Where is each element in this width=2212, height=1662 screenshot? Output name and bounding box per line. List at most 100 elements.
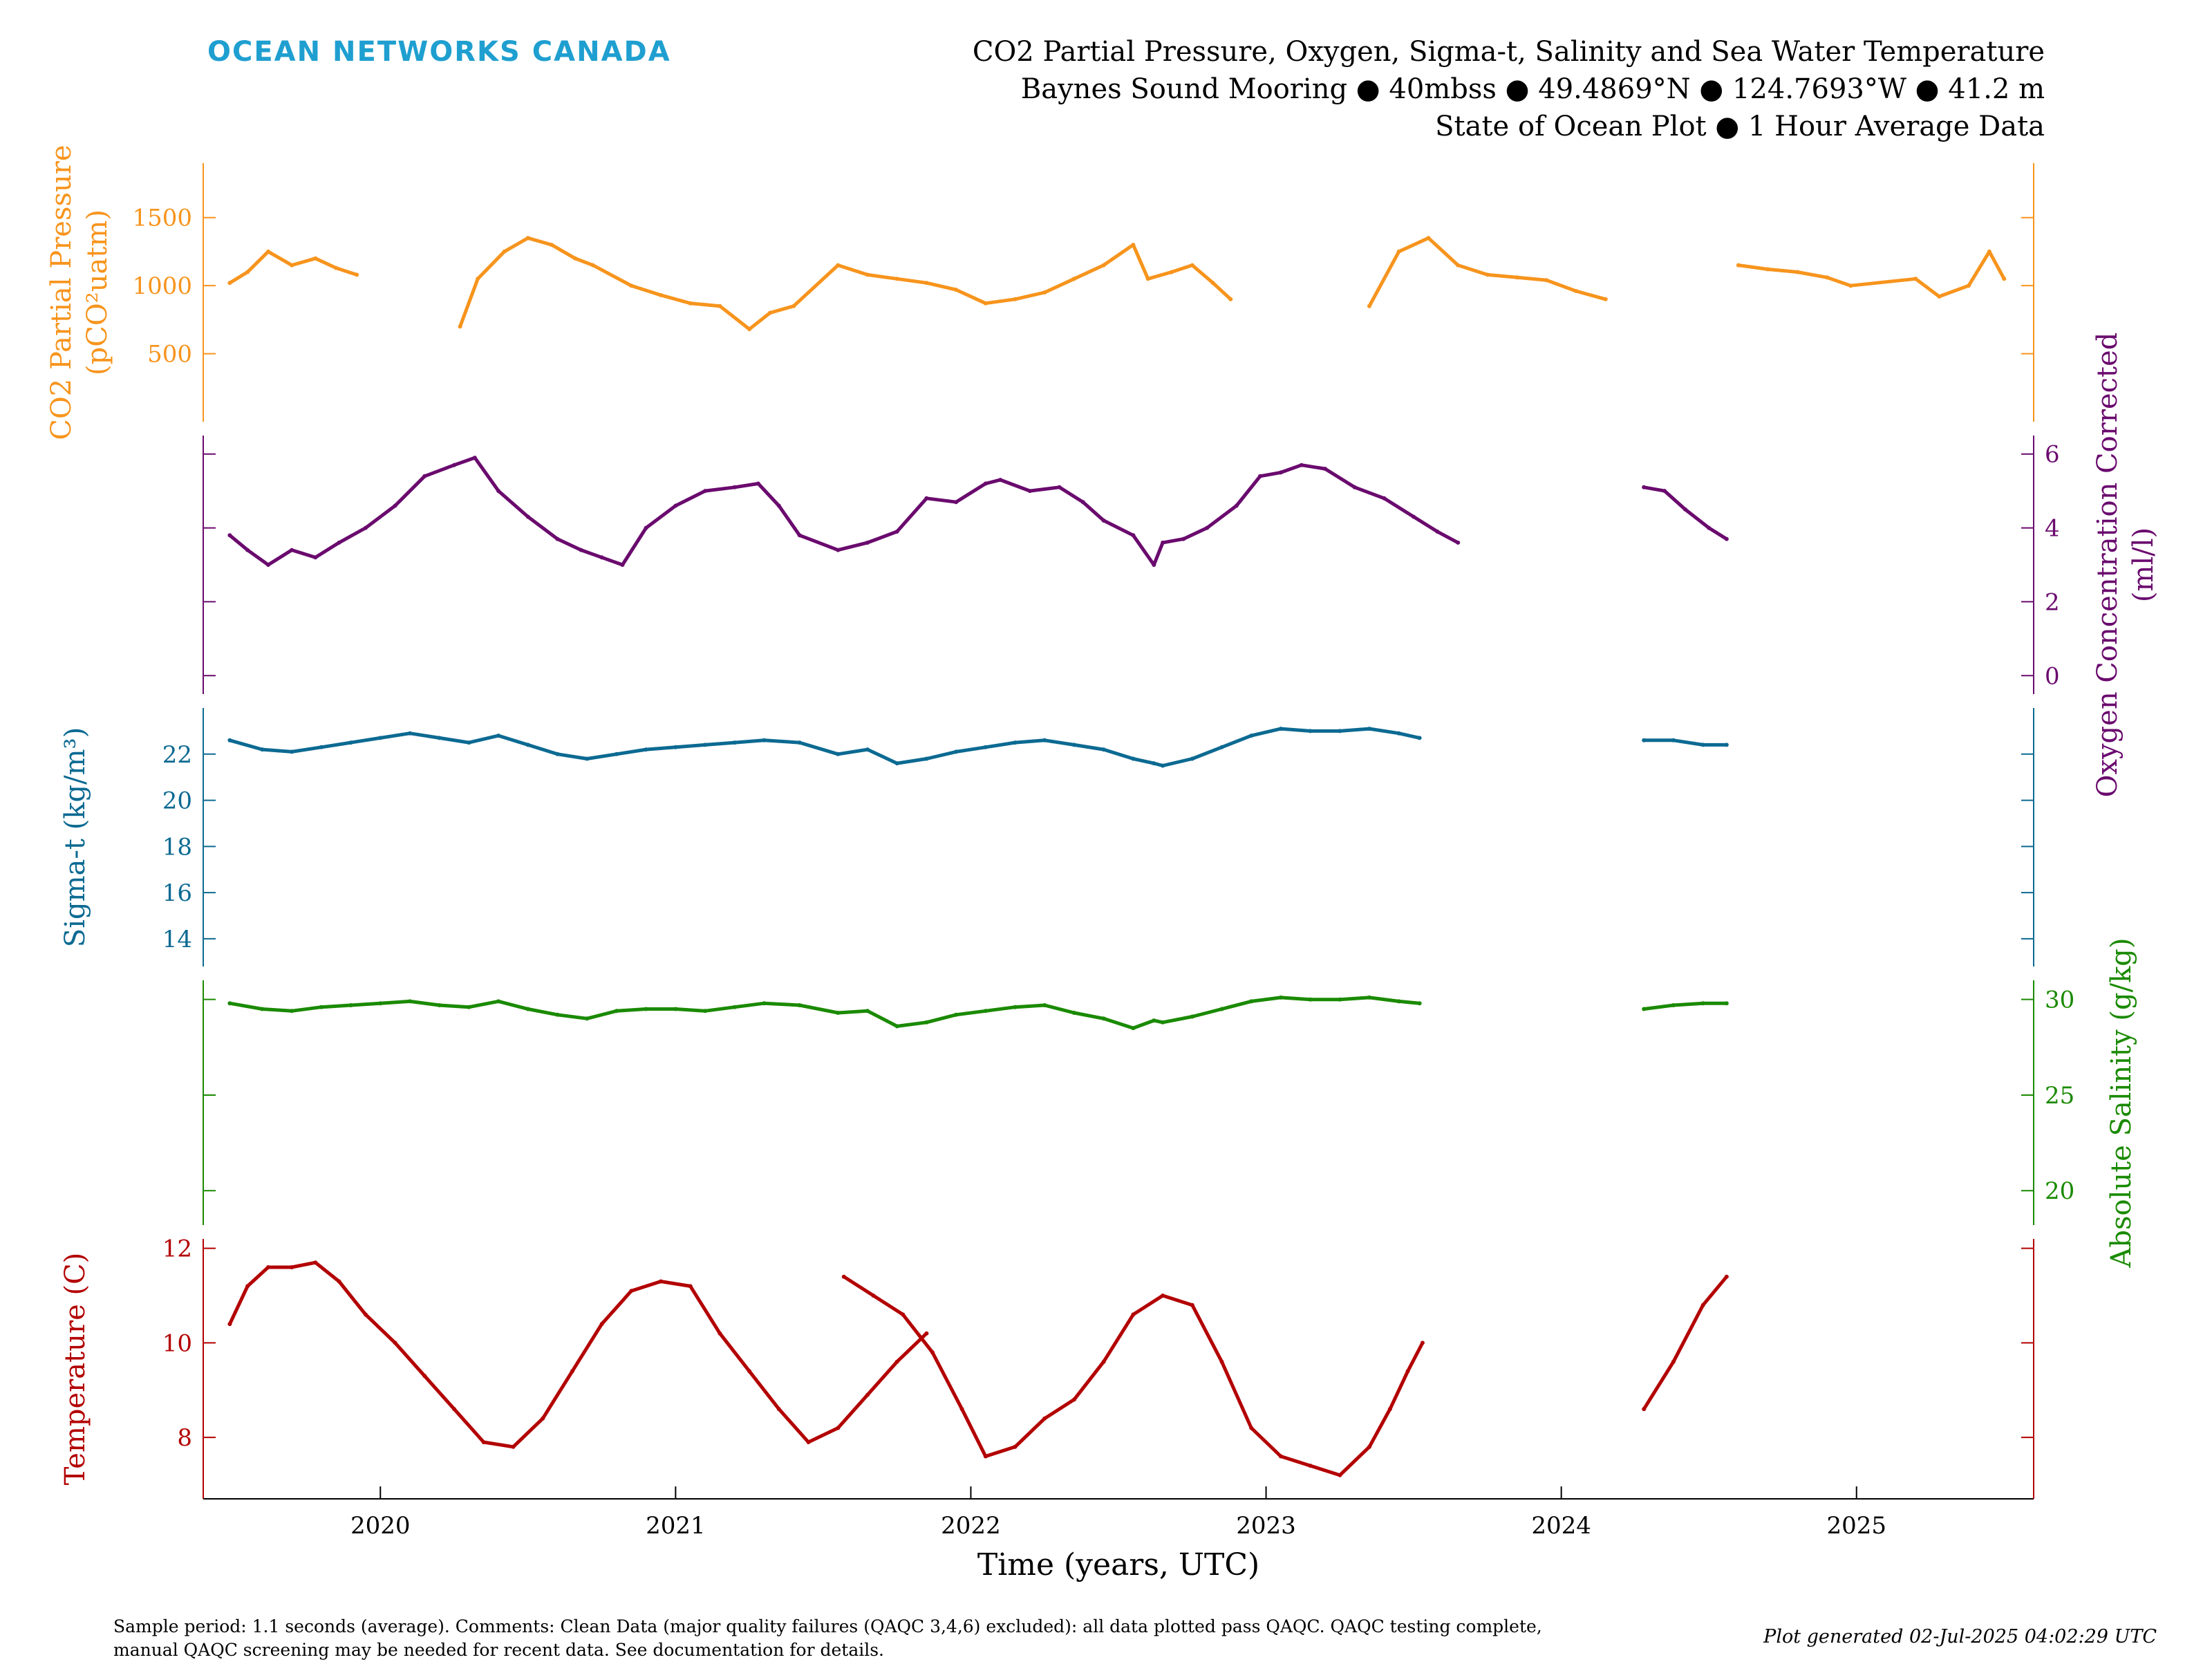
sigma-data-point <box>1278 727 1283 731</box>
co2-data-point <box>290 263 294 268</box>
oxygen-data-point <box>1412 514 1416 519</box>
temperature-series-line <box>228 1260 928 1449</box>
salinity-data-point <box>1071 1011 1076 1015</box>
temperature-data-point <box>865 1392 870 1397</box>
oxygen-data-point <box>983 481 988 486</box>
salinity-data-point <box>1338 997 1342 1002</box>
co2-data-point <box>768 310 772 315</box>
temperature-data-point <box>1671 1359 1676 1364</box>
temperature-series-line <box>843 1275 1425 1477</box>
co2-data-point <box>836 263 841 268</box>
chart-title: CO2 Partial Pressure, Oxygen, Sigma-t, S… <box>972 36 2045 68</box>
salinity-data-point <box>437 1003 442 1007</box>
co2-data-point <box>458 324 462 329</box>
oxygen-data-point <box>579 548 583 552</box>
co2-data-point <box>894 277 899 281</box>
oxygen-tick-label: 0 <box>2045 662 2060 690</box>
temperature-data-point <box>1367 1444 1371 1449</box>
sigma-data-point <box>467 740 471 745</box>
oxygen-data-point <box>1057 485 1062 489</box>
sigma-axis-label: Sigma-t (kg/m³) <box>59 727 91 947</box>
co2-data-point <box>476 277 480 281</box>
co2-data-point <box>1765 267 1770 272</box>
oxygen-data-point <box>1027 489 1032 494</box>
co2-data-point <box>747 327 752 332</box>
oxygen-data-point <box>1101 518 1106 523</box>
salinity-series-line <box>229 996 1420 1030</box>
salinity-data-point <box>319 1005 324 1009</box>
oxygen-data-point <box>954 500 959 505</box>
temperature-data-point <box>1249 1426 1254 1430</box>
oxygen-data-point <box>1152 563 1156 567</box>
sigma-data-point <box>673 745 678 749</box>
co2-data-point <box>245 270 250 274</box>
co2-data-point <box>1190 263 1194 268</box>
co2-data-point <box>227 281 232 286</box>
salinity-data-point <box>1642 1007 1647 1011</box>
oxygen-data-point <box>1683 507 1687 512</box>
co2-data-point <box>983 301 988 306</box>
oxygen-data-point <box>472 456 477 460</box>
sigma-data-point <box>1152 761 1156 766</box>
footer-comments: Sample period: 1.1 seconds (average). Co… <box>113 1615 1759 1662</box>
co2-data-point <box>1367 304 1371 308</box>
salinity-data-point <box>290 1009 294 1014</box>
co2-data-point <box>550 243 554 248</box>
temperature-data-point <box>747 1369 752 1374</box>
oxygen-series-line <box>228 456 1459 567</box>
oxygen-data-point <box>865 540 870 545</box>
sigma-data-point <box>437 736 442 740</box>
temperature-data-point <box>1131 1312 1136 1317</box>
oxygen-data-point <box>1299 463 1304 467</box>
temperature-tick-label: 8 <box>177 1424 192 1452</box>
co2-data-point <box>1485 272 1490 277</box>
co2-data-point <box>1795 270 1800 274</box>
co2-data-point <box>1913 277 1918 281</box>
oxygen-data-point <box>1456 540 1461 545</box>
salinity-data-point <box>408 999 412 1004</box>
sigma-data-point <box>732 740 737 745</box>
oxygen-series-line <box>1643 485 1728 541</box>
sigma-data-point <box>290 749 294 754</box>
salinity-data-point <box>525 1007 530 1011</box>
x-tick-label: 2023 <box>1236 1512 1296 1540</box>
temperature-data-point <box>599 1322 604 1327</box>
oxygen-data-point <box>337 540 341 545</box>
oxygen-data-point <box>673 503 678 508</box>
oxygen-data-point <box>452 463 456 467</box>
sigma-data-point <box>924 756 929 761</box>
footer-comment-line-2: manual QAQC screening may be needed for … <box>113 1640 884 1660</box>
salinity-data-point <box>496 999 501 1004</box>
sigma-data-point <box>555 751 560 756</box>
salinity-tick-label: 25 <box>2045 1082 2074 1110</box>
salinity-data-point <box>260 1007 265 1011</box>
oxygen-axis-label-line-1: Oxygen Concentration Corrected <box>2092 333 2124 798</box>
temperature-data-point <box>776 1407 781 1412</box>
co2-data-point <box>688 301 693 306</box>
oxygen-tick-label: 4 <box>2045 515 2060 543</box>
oxygen-data-point <box>227 533 232 538</box>
temperature-data-point <box>1101 1359 1106 1364</box>
salinity-data-point <box>1131 1026 1136 1031</box>
oxygen-data-point <box>776 503 781 508</box>
temperature-data-point <box>629 1289 634 1294</box>
temperature-data-point <box>452 1407 456 1412</box>
oxygen-axis-label-line-2: (ml/l) <box>2128 527 2159 602</box>
co2-data-point <box>334 265 339 270</box>
salinity-series-line <box>1643 1001 1727 1011</box>
co2-data-point <box>924 281 929 286</box>
salinity-data-point <box>797 1003 802 1007</box>
salinity-data-point <box>644 1007 648 1011</box>
temperature-data-point <box>363 1312 368 1317</box>
temperature-data-point <box>1042 1416 1047 1421</box>
sigma-data-point <box>585 756 590 761</box>
temperature-data-point <box>1338 1473 1342 1477</box>
salinity-data-point <box>1013 1005 1018 1009</box>
oxygen-data-point <box>644 525 648 530</box>
x-axis-label: Time (years, UTC) <box>977 1547 1259 1582</box>
x-tick-label: 2024 <box>1531 1512 1591 1540</box>
salinity-data-point <box>703 1009 708 1014</box>
oxygen-data-point <box>1724 536 1729 541</box>
sigma-data-point <box>1101 747 1106 752</box>
co2-data-point <box>266 249 270 254</box>
